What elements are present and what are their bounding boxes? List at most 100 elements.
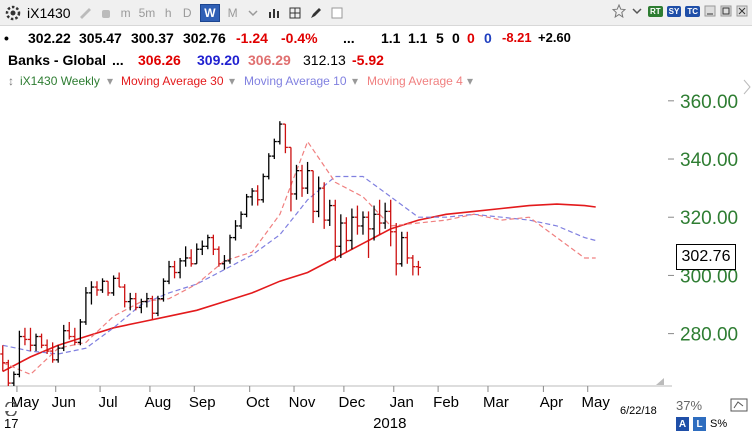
ohlc-bars bbox=[0, 121, 421, 386]
ohlc-bar bbox=[22, 327, 28, 346]
sy-tag[interactable]: SY bbox=[666, 5, 682, 17]
ma4-line bbox=[2, 140, 596, 376]
ohlc-bar bbox=[66, 321, 72, 340]
ohlc-bar bbox=[199, 240, 205, 256]
x-tick-label: Jul bbox=[98, 394, 117, 411]
ohlc-bar bbox=[127, 292, 133, 311]
tc-tag[interactable]: TC bbox=[685, 5, 700, 17]
chevron-down-icon[interactable]: ▾ bbox=[229, 74, 236, 88]
chevron-down-icon[interactable]: ▾ bbox=[352, 74, 359, 88]
ohlc-bar bbox=[33, 333, 39, 352]
change-value: -1.24 bbox=[236, 30, 268, 46]
scroll-right-icon[interactable] bbox=[743, 79, 751, 95]
a-icon[interactable]: A bbox=[676, 417, 689, 431]
resize-corner-icon[interactable] bbox=[656, 378, 664, 385]
zoom-icon[interactable] bbox=[730, 398, 748, 412]
ohlc-bar bbox=[388, 199, 394, 247]
close-icon[interactable] bbox=[736, 5, 748, 17]
ohlc-bar bbox=[338, 214, 344, 258]
y-tick-label: 360.00 bbox=[680, 92, 738, 113]
x-tick-label: Dec bbox=[339, 394, 366, 411]
ma30-line bbox=[2, 203, 596, 373]
ohlc-bar bbox=[238, 211, 244, 229]
chevron-down-icon[interactable] bbox=[246, 6, 260, 20]
bottom-icon-group: A L S% bbox=[676, 417, 727, 431]
maximize-icon[interactable] bbox=[720, 5, 732, 17]
l-icon[interactable]: L bbox=[693, 417, 706, 431]
ohlc-bar bbox=[271, 138, 277, 160]
x-tick-label: Mar bbox=[483, 394, 509, 411]
minimize-icon[interactable] bbox=[704, 5, 716, 17]
value-d: 0 bbox=[452, 30, 460, 46]
close-value: 302.76 bbox=[183, 30, 226, 46]
grid-icon[interactable] bbox=[288, 6, 302, 20]
legend-arrows: ↕ bbox=[8, 74, 14, 88]
ohlc-bar bbox=[321, 182, 327, 229]
ma4-series bbox=[2, 140, 596, 376]
series-legend: ↕ iX1430 Weekly ▾ Moving Average 30 ▾ Mo… bbox=[0, 73, 752, 91]
ohlc-bar bbox=[44, 339, 50, 354]
symbol-label[interactable]: iX1430 bbox=[27, 5, 71, 21]
ohlc-bar bbox=[249, 188, 255, 206]
ohlc-bar bbox=[316, 176, 322, 218]
period-mo[interactable]: M bbox=[227, 6, 238, 20]
s-percent-icon[interactable]: S% bbox=[710, 418, 728, 430]
extra-value: 312.13 bbox=[303, 52, 346, 68]
chevron-down-icon[interactable]: ▾ bbox=[107, 74, 114, 88]
ohlc-bar bbox=[183, 246, 189, 267]
ohlc-bar bbox=[188, 249, 194, 267]
period-h[interactable]: h bbox=[164, 6, 172, 20]
ohlc-bar bbox=[216, 246, 222, 267]
x-tick-label: Apr bbox=[540, 394, 563, 411]
date-label: 6/22/18 bbox=[620, 405, 657, 417]
ma10-value: 309.20 bbox=[197, 52, 240, 68]
bar-chart-icon[interactable] bbox=[267, 6, 281, 20]
period-m[interactable]: m bbox=[120, 6, 131, 20]
period-d[interactable]: D bbox=[182, 6, 192, 20]
checkbox-icon[interactable] bbox=[330, 6, 344, 20]
value-f: 0 bbox=[484, 30, 492, 46]
period-w[interactable]: W bbox=[200, 4, 220, 22]
open-value: 302.22 bbox=[28, 30, 71, 46]
pencil-icon[interactable] bbox=[309, 6, 323, 20]
y-tick-label: 320.00 bbox=[680, 208, 738, 229]
legend-ma10[interactable]: Moving Average 10 bbox=[244, 74, 347, 88]
ohlc-bar bbox=[404, 231, 410, 264]
legend-series-price[interactable]: iX1430 Weekly bbox=[20, 74, 100, 88]
x-tick-label: May bbox=[11, 394, 40, 411]
value-a: 1.1 bbox=[381, 30, 401, 46]
year-prev-label: 17 bbox=[4, 416, 19, 431]
legend-ma30[interactable]: Moving Average 30 bbox=[121, 74, 224, 88]
quote-dot: • bbox=[4, 30, 9, 46]
star-icon[interactable] bbox=[611, 4, 626, 18]
ohlc-bar bbox=[27, 327, 33, 352]
low-value: 300.37 bbox=[131, 30, 174, 46]
ohlc-bar bbox=[94, 281, 100, 296]
change-pct-value: -0.4% bbox=[281, 30, 318, 46]
ohlc-bar bbox=[39, 333, 45, 349]
chevron-down-icon[interactable]: ▾ bbox=[467, 74, 474, 88]
ohlc-bar bbox=[299, 164, 305, 197]
ohlc-bar bbox=[100, 278, 106, 293]
ohlc-bar bbox=[221, 255, 227, 270]
x-tick-label: Jan bbox=[390, 394, 414, 411]
ohlc-bar bbox=[410, 255, 416, 276]
refresh-icon[interactable] bbox=[3, 402, 19, 416]
period-5m[interactable]: 5m bbox=[138, 6, 156, 20]
ohlc-bar bbox=[50, 342, 56, 363]
x-tick-label: May bbox=[582, 394, 611, 411]
value-h: +2.60 bbox=[538, 30, 571, 45]
ohlc-bar bbox=[166, 260, 172, 285]
legend-ma4[interactable]: Moving Average 4 bbox=[367, 74, 463, 88]
ohlc-bar bbox=[144, 292, 150, 308]
ohlc-bar bbox=[133, 292, 139, 311]
draw-icon[interactable] bbox=[78, 6, 92, 20]
ohlc-bar bbox=[288, 146, 294, 212]
gear-icon[interactable] bbox=[4, 4, 22, 22]
hand-icon[interactable] bbox=[99, 6, 113, 20]
pin-icon[interactable] bbox=[630, 4, 644, 18]
ohlc-bar bbox=[105, 280, 111, 296]
x-tick-label: Jun bbox=[52, 394, 76, 411]
rt-tag[interactable]: RT bbox=[647, 5, 663, 17]
